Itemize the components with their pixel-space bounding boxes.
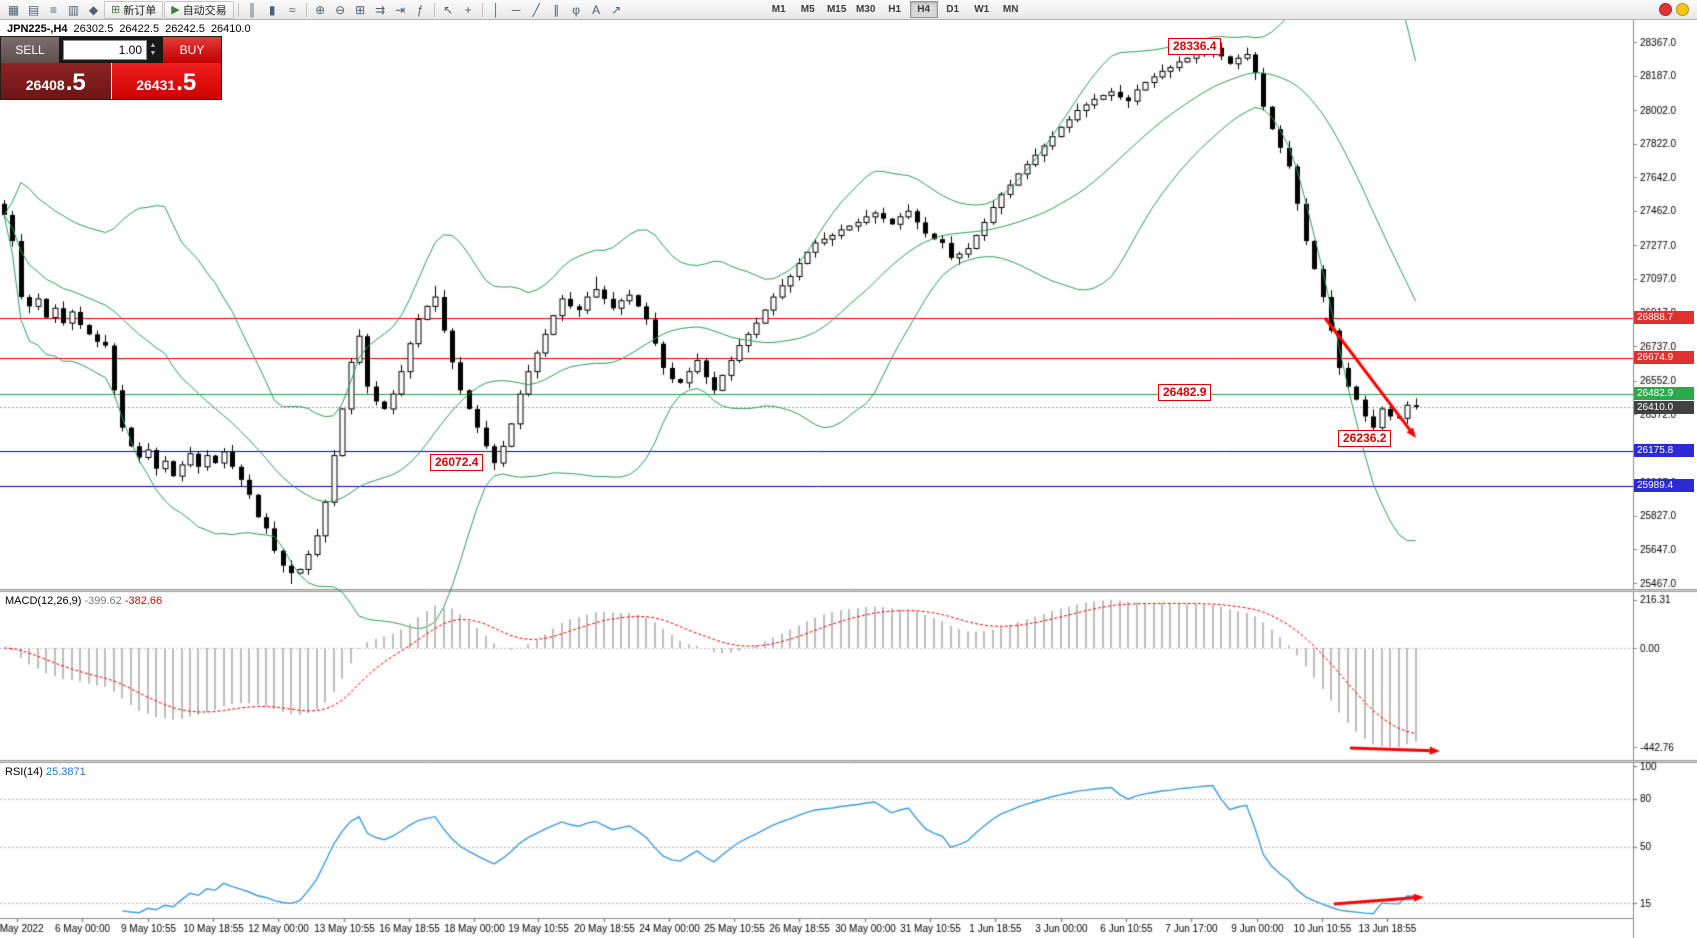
autotrade-button[interactable]: ▶ 自动交易	[164, 0, 234, 19]
trendline-icon[interactable]: ╱	[532, 2, 540, 17]
cursor-icon[interactable]: ↖	[443, 2, 454, 17]
ohlc-close: 26410.0	[210, 23, 251, 35]
channel-icon[interactable]: ∥	[553, 2, 560, 17]
annotation-peak-price[interactable]: 28336.4	[1168, 38, 1222, 55]
buy-button[interactable]: BUY	[163, 37, 221, 63]
timeframe-m1[interactable]: M1	[771, 4, 786, 15]
annotation-recent-low[interactable]: 26236.2	[1338, 430, 1392, 447]
axis-price-label: 26482.9	[1634, 387, 1694, 400]
sell-price-frac: .5	[65, 69, 86, 96]
ohlc-low: 26242.5	[165, 23, 205, 35]
spinner-down-icon[interactable]: ▼	[149, 50, 157, 57]
rsi-name: RSI(14)	[5, 766, 43, 778]
sell-button[interactable]: SELL	[1, 37, 59, 63]
new-order-icon: ⊞	[111, 4, 121, 16]
vertical-line-icon[interactable]: │	[492, 2, 500, 17]
candlestick-icon[interactable]: ▮	[268, 2, 276, 17]
macd-value-signal: -382.66	[124, 595, 163, 607]
bar-chart-icon[interactable]: ║	[247, 2, 257, 17]
timeframe-mn[interactable]: MN	[1002, 4, 1019, 15]
profiles-icon[interactable]: ▤	[27, 2, 40, 17]
axis-price-label: 26175.8	[1634, 444, 1694, 458]
buy-price-int: 26431	[136, 77, 176, 93]
new-chart-icon[interactable]: ▦	[7, 2, 20, 17]
arrow-tool-icon[interactable]: ↗	[611, 2, 622, 17]
macd-value-main: -399.62	[84, 595, 122, 607]
sell-price-int: 26408	[25, 77, 65, 93]
macd-name: MACD(12,26,9)	[5, 595, 82, 607]
zoom-in-icon[interactable]: ⊕	[315, 2, 326, 17]
toolbar-right	[1659, 3, 1693, 16]
annotation-may-low[interactable]: 26072.4	[430, 454, 484, 471]
timeframe-h4[interactable]: H4	[909, 1, 938, 18]
connection-yellow-icon[interactable]	[1676, 3, 1689, 16]
toolbar-separator	[305, 2, 307, 17]
buy-price-frac: .5	[176, 69, 197, 96]
one-click-trading-panel: SELL ▲ ▼ BUY 26408 .5 26431 .5	[0, 36, 222, 100]
axis-price-label: 26674.9	[1634, 351, 1694, 365]
ohlc-open: 26302.5	[73, 23, 114, 35]
data-window-icon[interactable]: ▥	[67, 2, 80, 17]
macd-label: MACD(12,26,9) -399.62 -382.66	[5, 595, 162, 607]
zoom-out-icon[interactable]: ⊖	[335, 2, 346, 17]
volume-input[interactable]	[63, 40, 147, 60]
toolbar-separator	[481, 2, 483, 17]
market-watch-icon[interactable]: ≡	[49, 2, 57, 17]
ohlc-high: 26422.5	[119, 23, 160, 35]
horizontal-line-icon[interactable]: ─	[511, 2, 521, 17]
timeframe-d1[interactable]: D1	[946, 4, 960, 15]
navigator-icon[interactable]: ◆	[88, 2, 99, 17]
annotation-level-price[interactable]: 26482.9	[1158, 384, 1212, 401]
timeframe-m5[interactable]: M5	[800, 4, 815, 15]
timeframe-bar: M1 M5 M15 M30 H1 H4 D1 W1 MN	[765, 1, 1025, 18]
rsi-label: RSI(14) 25.3871	[5, 766, 86, 778]
axis-price-label: 26888.7	[1634, 311, 1694, 325]
autotrade-label: 自动交易	[182, 4, 227, 17]
symbol-period: JPN225-,H4	[7, 23, 68, 35]
timeframe-h1[interactable]: H1	[888, 4, 902, 15]
volume-spinner[interactable]: ▲ ▼	[147, 40, 159, 60]
chart-header: JPN225-,H4 26302.5 26422.5 26242.5 26410…	[7, 23, 251, 35]
auto-scroll-icon[interactable]: ⇉	[375, 2, 386, 17]
chart-shift-icon[interactable]: ⇥	[395, 2, 406, 17]
line-chart-icon[interactable]: ≈	[288, 2, 296, 17]
connection-red-icon[interactable]	[1659, 3, 1672, 16]
crosshair-icon[interactable]: +	[464, 2, 472, 17]
sell-price[interactable]: 26408 .5	[1, 63, 112, 99]
indicators-icon[interactable]: ƒ	[416, 2, 424, 17]
autotrade-icon: ▶	[171, 4, 180, 16]
text-tool-icon[interactable]: A	[592, 2, 601, 17]
tile-windows-icon[interactable]: ⊞	[355, 2, 366, 17]
axis-price-label: 26410.0	[1634, 400, 1694, 414]
axis-price-label: 25989.4	[1634, 479, 1694, 493]
buy-price[interactable]: 26431 .5	[111, 63, 221, 99]
toolbar-separator	[237, 2, 239, 17]
timeframe-m15[interactable]: M15	[826, 4, 847, 15]
timeframe-w1[interactable]: W1	[974, 4, 990, 15]
timeframe-m30[interactable]: M30	[855, 4, 876, 15]
main-toolbar: ▦ ▤ ≡ ▥ ◆ ⊞ 新订单 ▶ 自动交易 ║ ▮ ≈ ⊕ ⊖ ⊞ ⇉ ⇥ ƒ…	[0, 0, 1697, 20]
new-order-button[interactable]: ⊞ 新订单	[104, 0, 164, 19]
spinner-up-icon[interactable]: ▲	[149, 42, 157, 49]
rsi-value: 25.3871	[45, 766, 86, 778]
new-order-label: 新订单	[123, 4, 157, 17]
toolbar-separator	[433, 2, 435, 17]
fibonacci-icon[interactable]: φ	[572, 2, 581, 17]
